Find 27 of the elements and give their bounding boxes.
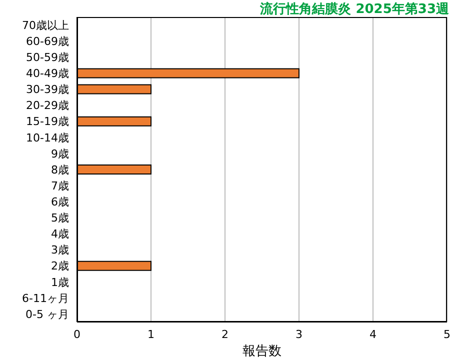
y-tick-label: 1歳 <box>51 276 69 289</box>
chart-title: 流行性角結膜炎 2025年第33週 <box>260 0 449 18</box>
y-tick-label: 15-19歳 <box>26 115 69 128</box>
y-tick-label: 3歳 <box>51 244 69 257</box>
x-tick-label: 3 <box>296 328 302 341</box>
x-tick-label: 2 <box>222 328 228 341</box>
y-tick-label: 6-11ヶ月 <box>22 292 69 305</box>
y-tick-label: 70歳以上 <box>22 18 69 32</box>
x-tick-label: 1 <box>148 328 154 341</box>
x-tick-label: 0 <box>74 328 80 341</box>
y-tick-label: 20-29歳 <box>26 99 69 112</box>
y-tick-label: 5歳 <box>51 212 69 225</box>
y-tick-label: 2歳 <box>51 260 69 273</box>
y-tick-label: 30-39歳 <box>26 83 69 96</box>
x-tick-label: 4 <box>370 328 376 341</box>
y-tick-label: 40-49歳 <box>26 67 69 80</box>
y-tick-label: 60-69歳 <box>26 34 69 48</box>
y-tick-label: 0-5 ヶ月 <box>26 308 69 321</box>
x-tick-label: 5 <box>444 328 450 341</box>
y-tick-label: 9歳 <box>51 147 69 160</box>
y-tick-label: 7歳 <box>51 179 69 192</box>
y-tick-label: 8歳 <box>51 163 69 176</box>
y-tick-label: 10-14歳 <box>26 131 69 144</box>
y-tick-label: 6歳 <box>51 196 69 209</box>
y-tick-label: 4歳 <box>51 228 69 241</box>
y-tick-label: 50-59歳 <box>26 51 69 64</box>
x-axis-title: 報告数 <box>242 344 282 359</box>
